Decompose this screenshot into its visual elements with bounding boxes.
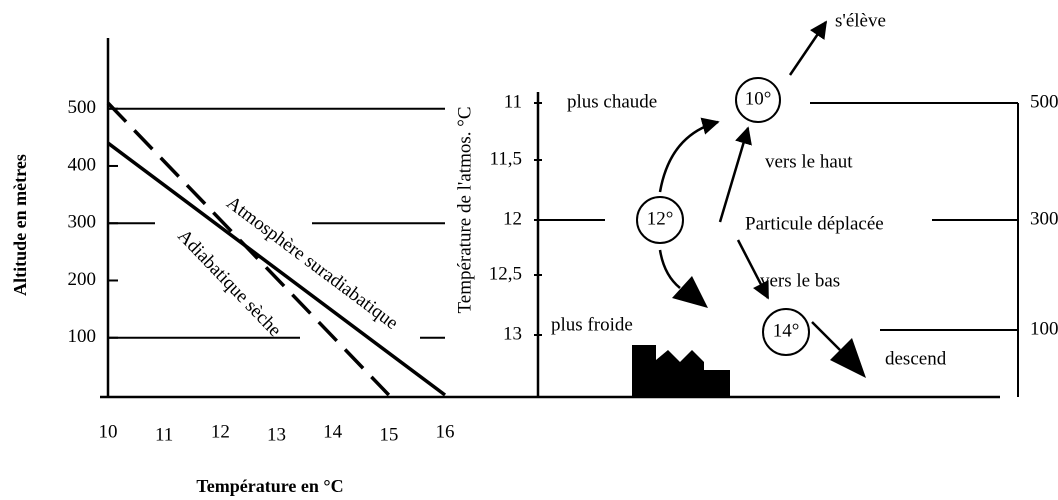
arrow [736,239,770,300]
particle-label: 10° [745,88,772,109]
x-tick-label: 14 [323,421,343,442]
x-tick-label: 13 [267,424,286,445]
temp-tick-label: 12,5 [489,263,522,284]
x-tick-label: 12 [211,421,230,442]
y-tick-label: 400 [68,154,97,175]
annotation: Particule déplacée [745,213,884,234]
altitude-label: 300 m [1030,208,1058,229]
series-line [106,101,391,397]
annotation: plus froide [551,314,633,335]
temp-ticks: 11 11,5 12 12,5 13 [489,91,542,344]
arrow [658,249,681,289]
particle-label: 12° [647,208,674,229]
y-tick-label: 100 [68,326,97,347]
particle [735,77,781,123]
factory-icon [632,345,730,397]
annotation: vers le haut [765,151,853,172]
arrow [811,321,841,351]
x-axis-title: Température en °C [196,476,343,496]
arrowhead [672,276,708,308]
x-tick-label: 11 [155,424,173,445]
y-tick-label: 500 [68,97,97,118]
y-tick-label: 300 [68,212,97,233]
x-tick-label: 10 [99,421,118,442]
annotation: vers le bas [760,270,840,291]
particle [636,196,684,244]
altitude-label: 100 m [1030,318,1058,339]
altitude-label: 500 m [1030,91,1058,112]
particle [762,308,810,356]
particle-label: 14° [773,320,800,341]
y-tick-label: 200 [68,269,97,290]
x-tick-label: 16 [436,421,455,442]
annotation: s'élève [835,10,886,31]
arrow [718,126,752,223]
temp-tick-label: 13 [503,323,522,344]
arrow [788,20,828,76]
annotation: plus chaude [567,91,657,112]
arrow [658,117,720,193]
annotation: descend [885,348,947,369]
temp-tick-label: 12 [503,208,522,229]
arrowhead [830,338,866,378]
temp-tick-label: 11,5 [489,148,522,169]
y-axis-title: Altitude en mètres [10,154,30,296]
series-line [106,141,447,397]
temp-axis-title: Température de l'atmos. °C [454,106,475,313]
x-tick-label: 15 [379,424,398,445]
temp-tick-label: 11 [504,91,522,112]
